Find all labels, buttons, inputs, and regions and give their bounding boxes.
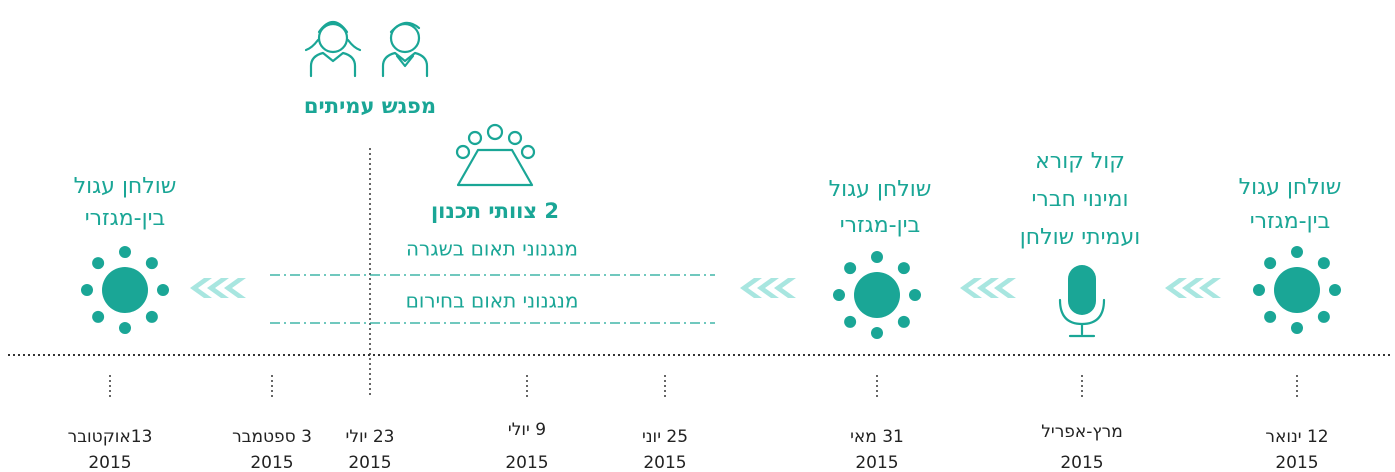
icon-dot [909,289,921,301]
chevron [977,278,999,298]
icon-dot [157,284,169,296]
chevron [774,278,796,298]
arrow-icon [740,278,796,298]
icon-dot [145,257,158,270]
date-label: 13אוקטובר [68,427,153,447]
chevron [224,278,246,298]
stage-label: שולחן עגול [1239,175,1342,200]
stage-label: בין-מגזרי [85,206,166,231]
icon-dot [897,315,910,328]
date-year: 2015 [88,453,131,472]
stage-label: שולחן עגול [829,177,932,202]
icon-core [1274,267,1320,313]
chevron [740,278,762,298]
stage-label: ועמיתי שולחן [1020,225,1140,250]
table-icon [455,123,536,187]
date-year: 2015 [505,453,548,472]
date-label: מרץ-אפריל [1041,422,1123,442]
icon-dot [1329,284,1341,296]
mechanism-label: מנגנוני תאום בחירום [406,289,579,313]
date-year: 2015 [643,453,686,472]
date-label: 9 יולי [508,420,546,440]
icon-dot [119,246,131,258]
date-year: 2015 [1060,453,1103,472]
icon-dot [844,262,857,275]
icon-core [102,267,148,313]
icon-dot [92,257,105,270]
icon-core [854,272,900,318]
chevron [960,278,982,298]
icon-dot [1317,257,1330,270]
icon-dot [844,315,857,328]
icon-dot [833,289,845,301]
planning-teams-title: 2 צוותי תכנון [431,199,559,223]
people-icon [304,20,429,78]
date-label: 12 ינואר [1265,427,1328,447]
icon-dot [81,284,93,296]
icon-dot [1317,310,1330,323]
icon-dot [1264,257,1277,270]
peer-meeting-title: מפגש עמיתים [304,94,436,118]
date-label: 23 יולי [346,427,395,447]
stage-label: בין-מגזרי [840,213,921,238]
icon-dot [1291,322,1303,334]
date-year: 2015 [250,453,293,472]
icon-dot [92,310,105,323]
chevron [1165,278,1187,298]
round-table-icon [833,251,921,339]
icon-dot [119,322,131,334]
arrow-icon [190,278,246,298]
date-label: 31 מאי [850,427,904,447]
icon-dot [1291,246,1303,258]
icon-dot [1264,310,1277,323]
stage-label: שולחן עגול [74,174,177,199]
arrow-icon [1165,278,1221,298]
round-table-icon [81,246,169,334]
icon-dot [145,310,158,323]
chevron [757,278,779,298]
date-year: 2015 [855,453,898,472]
round-table-icon [1253,246,1341,334]
chevron [207,278,229,298]
chevron [1199,278,1221,298]
chevron [190,278,212,298]
stage-label: בין-מגזרי [1250,209,1331,234]
date-label: 25 יוני [642,427,688,447]
stage-label: קול קורא [1035,149,1125,174]
icon-dot [871,327,883,339]
icon-dot [871,251,883,263]
date-year: 2015 [348,453,391,472]
microphone-icon [1058,265,1106,338]
icon-dot [1253,284,1265,296]
date-year: 2015 [1275,453,1318,472]
arrow-icon [960,278,1016,298]
mechanism-label: מנגנוני תאום בשגרה [406,237,578,261]
date-label: 3 ספטמבר [232,427,312,447]
icon-dot [897,262,910,275]
chevron [1182,278,1204,298]
chevron [994,278,1016,298]
stage-label: ומינוי חברי [1031,187,1128,212]
